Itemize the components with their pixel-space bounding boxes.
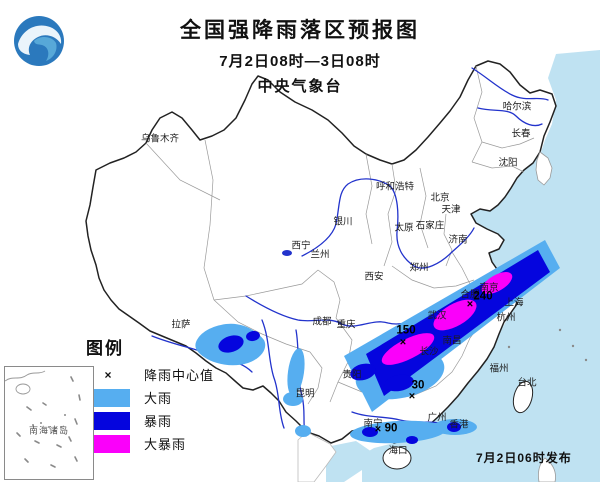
city-label: 拉萨 xyxy=(171,319,191,331)
city-label: 西安 xyxy=(364,271,384,283)
legend-label-heavy-rain: 大雨 xyxy=(144,391,173,406)
city-label: 昆明 xyxy=(295,388,315,400)
city-label: 天津 xyxy=(441,204,461,216)
rain-heavy-rainstorm-layer xyxy=(381,272,513,365)
legend-swatch-rainstorm xyxy=(86,411,130,430)
rain-center-value: 150 xyxy=(396,324,416,337)
rain-center-cross-icon: × xyxy=(104,367,112,382)
rain-center-value: 240 xyxy=(473,290,493,303)
city-label: 福州 xyxy=(489,363,509,375)
legend-heading: 图例 xyxy=(86,339,124,358)
city-label: 银川 xyxy=(333,216,353,228)
legend-center-label: 降雨中心值 xyxy=(144,368,215,383)
city-label: 兰州 xyxy=(310,249,330,261)
city-label: 杭州 xyxy=(496,312,516,324)
city-label: 西宁 xyxy=(291,240,311,252)
city-label: 成都 xyxy=(312,316,332,328)
city-label: 太原 xyxy=(394,222,414,234)
city-label: 石家庄 xyxy=(415,220,445,232)
city-label: 南昌 xyxy=(442,335,462,347)
city-label: 香港 xyxy=(449,419,469,431)
legend: 图例 × 降雨中心值 大雨 暴雨 大暴雨 xyxy=(86,334,236,453)
rain-center-value: 90 xyxy=(384,422,398,435)
city-label: 重庆 xyxy=(336,319,356,331)
city-label: 沈阳 xyxy=(498,157,518,169)
rain-center-cross-icon: × xyxy=(408,390,416,403)
city-label: 济南 xyxy=(448,234,468,246)
qinghai-lake xyxy=(282,250,292,256)
legend-swatch-heavy-rainstorm xyxy=(86,434,130,453)
rain-center-value: 30 xyxy=(411,379,425,392)
city-label: 郑州 xyxy=(409,262,429,274)
city-label: 贵阳 xyxy=(342,369,362,381)
city-label: 武汉 xyxy=(427,310,447,322)
hainan-island xyxy=(382,446,412,470)
city-label: 北京 xyxy=(430,192,450,204)
south-china-sea-inset: 南海诸岛 xyxy=(4,366,94,480)
city-label: 南宁 xyxy=(363,418,383,430)
rain-center-cross-icon: × xyxy=(399,336,407,349)
cma-logo-icon xyxy=(14,16,64,66)
city-label: 上海 xyxy=(504,297,524,309)
taiwan-island xyxy=(512,380,534,414)
inset-label: 南海诸岛 xyxy=(28,425,70,436)
city-label: 台北 xyxy=(517,377,537,389)
city-label: 乌鲁木齐 xyxy=(140,133,180,145)
city-label: 长春 xyxy=(511,128,531,140)
city-label: 南京 xyxy=(479,282,499,294)
islands xyxy=(382,328,588,470)
city-label: 哈尔滨 xyxy=(502,101,532,113)
city-label: 广州 xyxy=(427,412,447,424)
korea-outline xyxy=(535,151,553,186)
island-outline xyxy=(537,457,556,482)
legend-swatch-heavy-rain xyxy=(86,388,130,407)
legend-label-rainstorm: 暴雨 xyxy=(144,414,173,429)
city-label: 合肥 xyxy=(460,289,480,301)
vietnam-outline xyxy=(297,431,337,482)
issued-timestamp: 7月2日06时发布 xyxy=(476,451,572,465)
inset-map xyxy=(5,370,81,468)
city-label: 长沙 xyxy=(419,346,439,358)
city-label: 海口 xyxy=(388,445,408,457)
rain-center-cross-icon: × xyxy=(466,298,474,311)
city-label: 呼和浩特 xyxy=(375,181,415,193)
rain-center-cross-icon: × xyxy=(374,423,382,436)
legend-label-heavy-rainstorm: 大暴雨 xyxy=(144,437,187,452)
